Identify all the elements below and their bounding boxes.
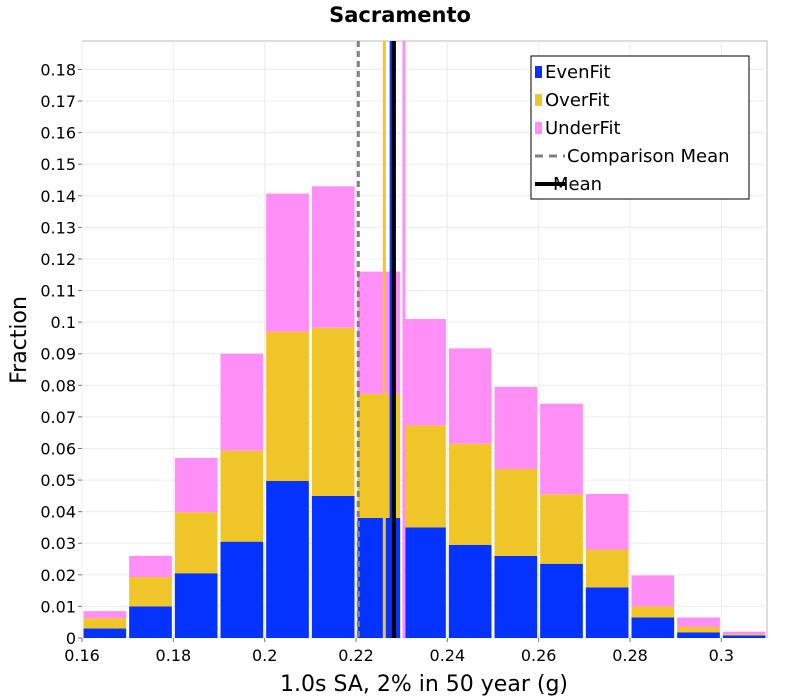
legend-swatch-evenfit bbox=[535, 66, 542, 78]
legend-box bbox=[530, 55, 750, 200]
x-tick-label: 0.22 bbox=[338, 646, 374, 665]
y-tick-label: 0.11 bbox=[40, 282, 76, 301]
bar-overfit bbox=[83, 618, 127, 629]
y-tick-label: 0.09 bbox=[40, 345, 76, 364]
y-tick-label: 0.04 bbox=[40, 503, 76, 522]
x-tick-label: 0.26 bbox=[521, 646, 557, 665]
bar-underfit bbox=[266, 193, 309, 332]
x-tick-label: 0.3 bbox=[709, 646, 734, 665]
bar-underfit bbox=[83, 611, 127, 619]
x-tick-label: 0.16 bbox=[64, 646, 100, 665]
y-tick-label: 0.02 bbox=[40, 566, 76, 585]
bar-overfit bbox=[266, 331, 309, 482]
mean-lines bbox=[356, 41, 406, 638]
bar-overfit bbox=[585, 549, 629, 588]
bar-underfit bbox=[677, 617, 720, 627]
bar-overfit bbox=[220, 450, 264, 542]
bar-underfit bbox=[540, 403, 583, 495]
y-tick-label: 0.18 bbox=[40, 60, 76, 79]
bar-evenfit bbox=[722, 635, 766, 638]
bar-underfit bbox=[722, 631, 766, 635]
bar-underfit bbox=[631, 575, 675, 607]
x-tick-label: 0.28 bbox=[612, 646, 648, 665]
bar-overfit bbox=[722, 634, 766, 636]
y-tick-label: 0.01 bbox=[40, 597, 76, 616]
y-tick-label: 0.07 bbox=[40, 408, 76, 427]
chart-title: Sacramento bbox=[329, 3, 471, 27]
bar-underfit bbox=[494, 386, 538, 470]
bar-evenfit bbox=[403, 527, 446, 638]
legend-swatch-overfit bbox=[535, 94, 542, 106]
bar-overfit bbox=[540, 494, 583, 564]
y-tick-label: 0.05 bbox=[40, 471, 76, 490]
bar-evenfit bbox=[220, 541, 264, 638]
stacked-bars bbox=[83, 186, 766, 638]
y-tick-label: 0.17 bbox=[40, 92, 76, 111]
x-tick-label: 0.24 bbox=[430, 646, 466, 665]
x-axis-label: 1.0s SA, 2% in 50 year (g) bbox=[280, 672, 568, 697]
y-tick-label: 0.08 bbox=[40, 376, 76, 395]
y-axis-label: Fraction bbox=[7, 296, 32, 384]
bar-evenfit bbox=[677, 632, 720, 638]
legend-swatch-underfit bbox=[535, 122, 542, 134]
bar-underfit bbox=[448, 348, 492, 444]
bar-evenfit bbox=[129, 606, 172, 638]
bar-evenfit bbox=[494, 555, 538, 638]
bar-overfit bbox=[448, 443, 492, 545]
y-tick-label: 0.14 bbox=[40, 187, 76, 206]
bar-overfit bbox=[311, 327, 355, 496]
bar-underfit bbox=[403, 318, 446, 426]
legend: EvenFit OverFit UnderFit Comparison Mean Mea… bbox=[530, 55, 750, 200]
bar-underfit bbox=[129, 555, 172, 578]
y-tick-label: 0 bbox=[66, 629, 76, 648]
bar-overfit bbox=[174, 512, 218, 574]
bar-evenfit bbox=[266, 481, 309, 638]
legend-label: Comparison Mean bbox=[567, 146, 730, 167]
legend-label: Mean bbox=[553, 174, 602, 195]
x-axis-ticks: 0.16 0.18 0.2 0.22 0.24 0.26 0.28 0.3 bbox=[64, 638, 734, 665]
bar-underfit bbox=[585, 493, 629, 550]
legend-label: EvenFit bbox=[545, 62, 611, 83]
bar-overfit bbox=[631, 606, 675, 618]
x-tick-label: 0.18 bbox=[156, 646, 192, 665]
bar-overfit bbox=[129, 577, 172, 607]
bar-evenfit bbox=[631, 617, 675, 638]
bar-overfit bbox=[494, 469, 538, 556]
bar-evenfit bbox=[174, 573, 218, 638]
y-tick-label: 0.12 bbox=[40, 250, 76, 269]
legend-label: OverFit bbox=[545, 90, 609, 111]
y-tick-label: 0.15 bbox=[40, 155, 76, 174]
x-tick-label: 0.2 bbox=[252, 646, 277, 665]
y-tick-label: 0.13 bbox=[40, 218, 76, 237]
bar-evenfit bbox=[585, 587, 629, 638]
y-axis-ticks: 0 0.01 0.02 0.03 0.04 0.05 0.06 0.07 0.08 0.09 0.1… bbox=[40, 60, 82, 648]
y-tick-label: 0.1 bbox=[51, 313, 76, 332]
y-tick-label: 0.03 bbox=[40, 534, 76, 553]
y-tick-label: 0.06 bbox=[40, 439, 76, 458]
bar-evenfit bbox=[83, 628, 127, 638]
bar-overfit bbox=[677, 626, 720, 633]
bar-underfit bbox=[174, 457, 218, 513]
y-tick-label: 0.16 bbox=[40, 124, 76, 143]
bar-underfit bbox=[311, 186, 355, 328]
legend-label: UnderFit bbox=[545, 118, 621, 139]
bar-evenfit bbox=[540, 563, 583, 638]
bar-evenfit bbox=[311, 495, 355, 638]
bar-evenfit bbox=[448, 544, 492, 638]
bar-overfit bbox=[403, 425, 446, 528]
bar-underfit bbox=[220, 353, 264, 451]
